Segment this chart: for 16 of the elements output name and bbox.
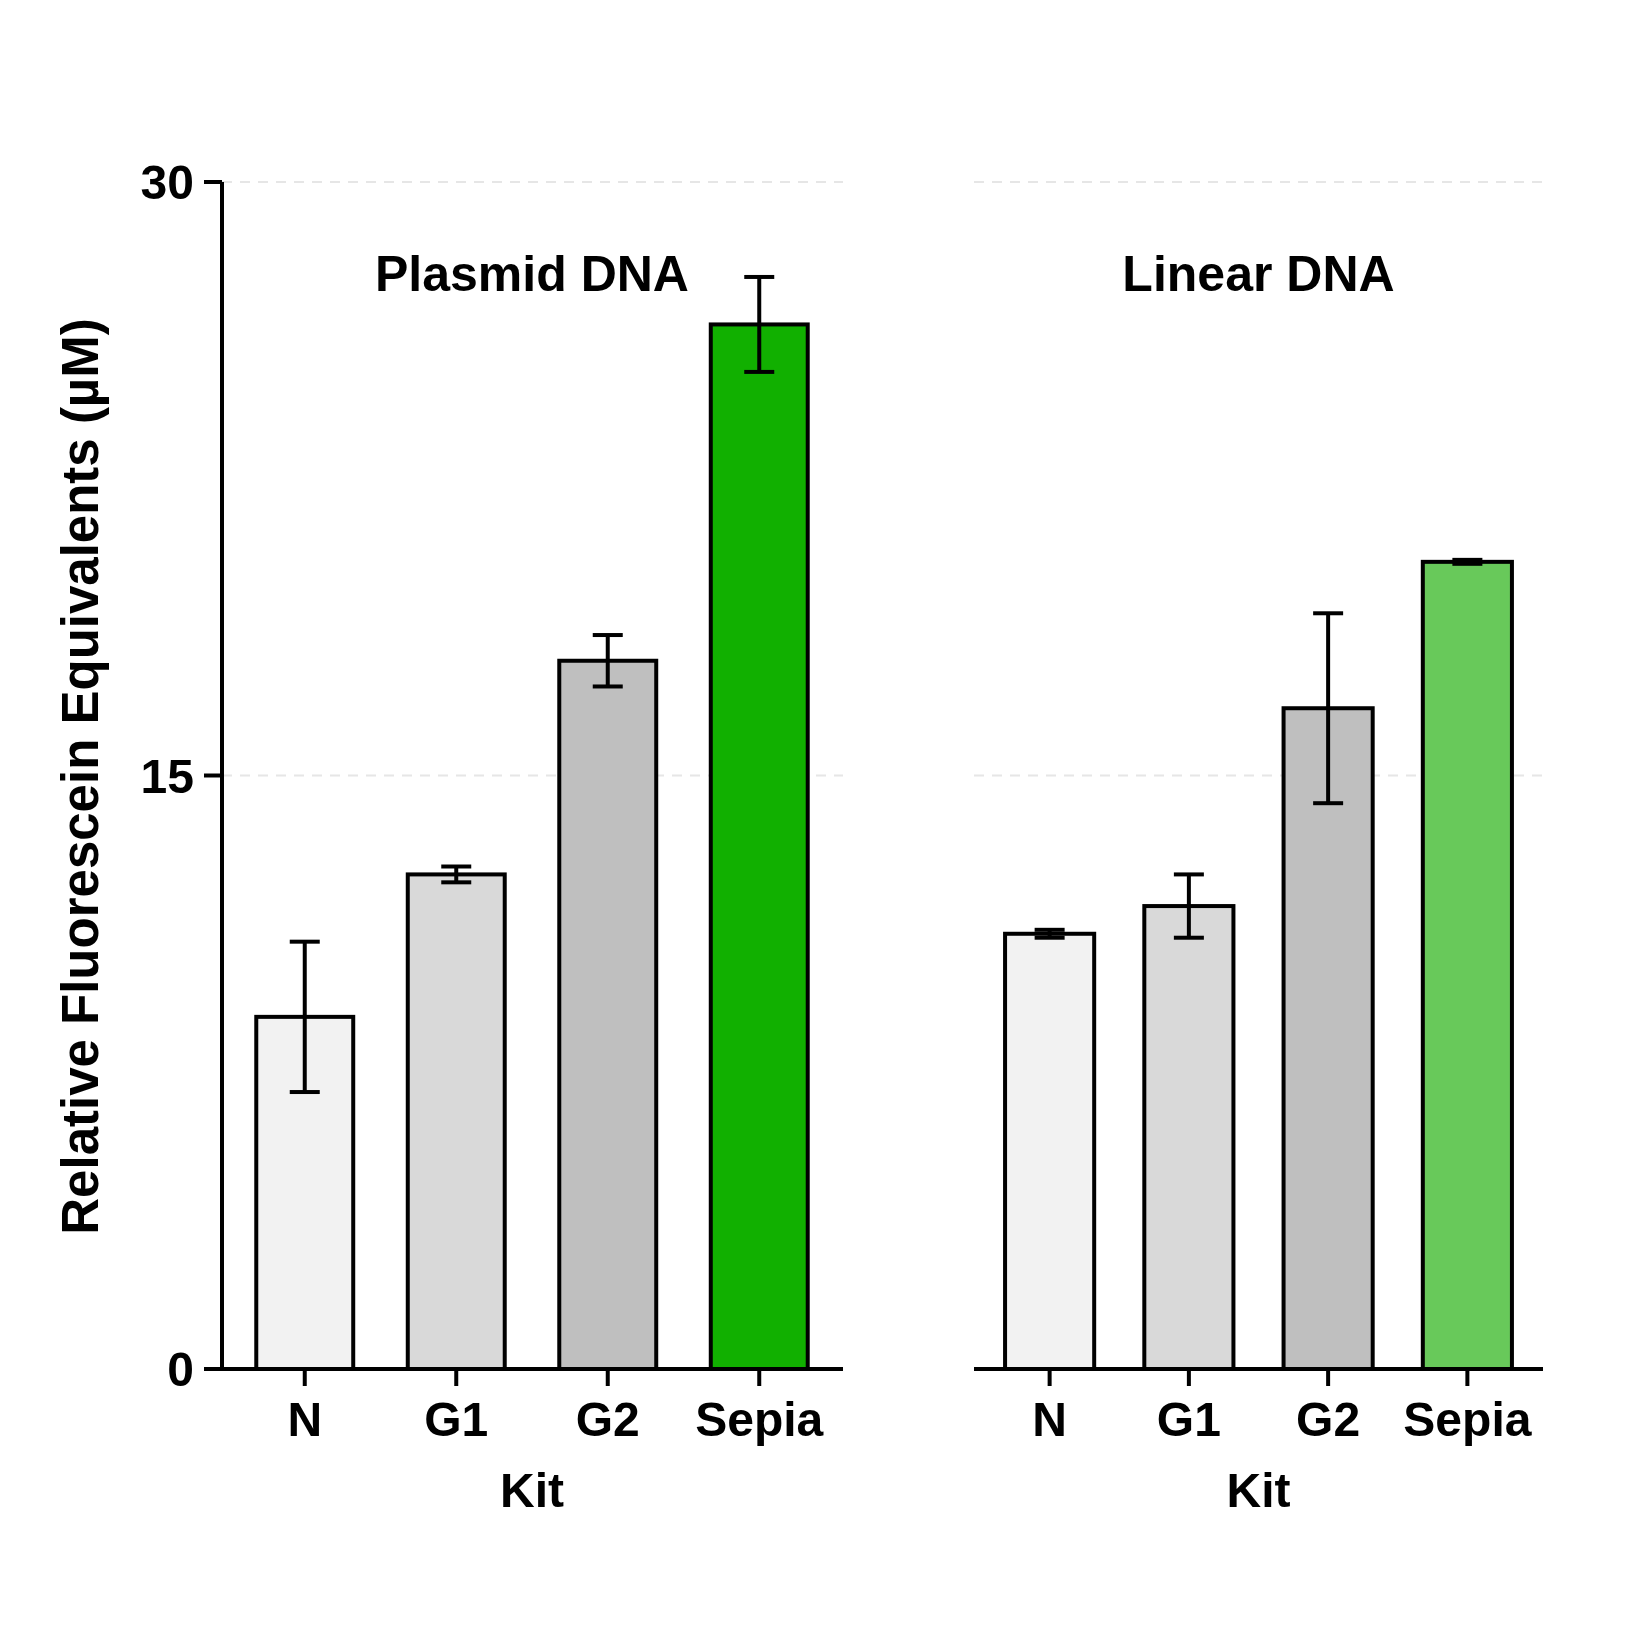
x-axis-title: Kit [500, 1464, 565, 1517]
x-tick-label: Sepia [1403, 1393, 1532, 1446]
y-tick-label: 30 [140, 156, 194, 210]
x-tick-label: Sepia [695, 1393, 824, 1446]
x-tick-label: G1 [424, 1393, 489, 1446]
y-tick-label: 15 [140, 749, 194, 803]
text: Plasmid DNA [375, 246, 689, 302]
x-tick-label: N [1032, 1393, 1067, 1446]
x-tick-label: G2 [575, 1393, 640, 1446]
x-axis-title: Kit [1226, 1464, 1291, 1517]
text: Linear DNA [1122, 246, 1395, 302]
y-axis-title: Relative Fluorescein Equivalents (µM) [52, 318, 109, 1235]
y-tick-label: 0 [167, 1343, 194, 1397]
x-tick-label: G1 [1156, 1393, 1221, 1446]
x-tick-label: N [287, 1393, 323, 1446]
x-tick-label: G2 [1296, 1393, 1361, 1446]
